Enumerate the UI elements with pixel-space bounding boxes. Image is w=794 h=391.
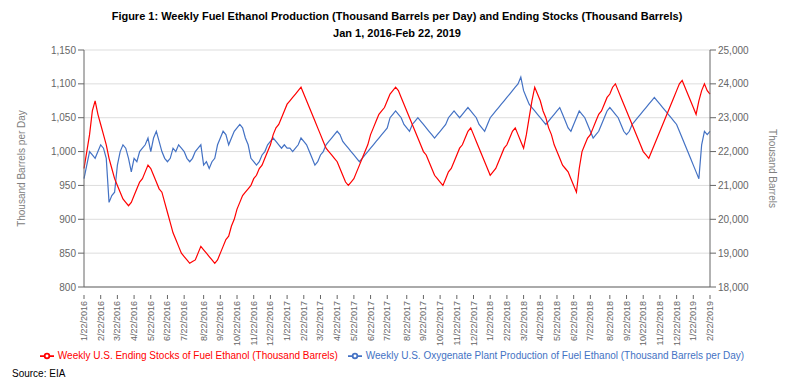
svg-text:5/22/2018: 5/22/2018: [552, 301, 562, 341]
svg-text:3/22/2018: 3/22/2018: [519, 301, 529, 341]
svg-text:2/22/2019: 2/22/2019: [705, 301, 715, 341]
svg-text:5/22/2016: 5/22/2016: [146, 301, 156, 341]
svg-text:1,050: 1,050: [51, 112, 76, 123]
svg-text:3/22/2017: 3/22/2017: [315, 301, 325, 341]
svg-text:9/22/2017: 9/22/2017: [418, 301, 428, 341]
svg-text:11/22/2018: 11/22/2018: [655, 301, 665, 345]
svg-text:7/22/2016: 7/22/2016: [179, 301, 189, 341]
svg-text:22,000: 22,000: [718, 146, 749, 157]
svg-text:11/22/2017: 11/22/2017: [452, 301, 462, 345]
svg-text:9/22/2016: 9/22/2016: [215, 301, 225, 341]
svg-text:6/22/2017: 6/22/2017: [366, 301, 376, 341]
svg-text:2/22/2018: 2/22/2018: [502, 301, 512, 341]
svg-text:2/22/2017: 2/22/2017: [299, 301, 309, 341]
svg-text:4/22/2017: 4/22/2017: [332, 301, 342, 341]
svg-text:6/22/2018: 6/22/2018: [569, 301, 579, 341]
svg-text:12/22/2017: 12/22/2017: [469, 301, 479, 346]
svg-text:24,000: 24,000: [718, 78, 749, 89]
svg-text:25,000: 25,000: [718, 45, 749, 56]
svg-text:20,000: 20,000: [718, 214, 749, 225]
svg-text:12/22/2018: 12/22/2018: [672, 301, 682, 346]
svg-text:10/22/2016: 10/22/2016: [232, 301, 242, 346]
svg-text:1,000: 1,000: [51, 146, 76, 157]
html-text:Source: EIA: Source: EIA: [12, 368, 66, 379]
svg-text:18,000: 18,000: [718, 282, 749, 293]
svg-text:3/22/2016: 3/22/2016: [112, 301, 122, 341]
svg-text:900: 900: [59, 214, 76, 225]
svg-text:8/22/2017: 8/22/2017: [402, 301, 412, 341]
svg-text:1/22/2017: 1/22/2017: [282, 301, 292, 341]
svg-text:11/22/2016: 11/22/2016: [249, 301, 259, 345]
svg-text:7/22/2017: 7/22/2017: [382, 301, 392, 341]
svg-text:10/22/2017: 10/22/2017: [435, 301, 445, 346]
html-text:Jan 1, 2016-Feb 22, 2019: Jan 1, 2016-Feb 22, 2019: [333, 27, 461, 39]
svg-text:1,100: 1,100: [51, 78, 76, 89]
svg-text:23,000: 23,000: [718, 112, 749, 123]
svg-text:6/22/2016: 6/22/2016: [162, 301, 172, 341]
svg-text:850: 850: [59, 248, 76, 259]
svg-text:8/22/2016: 8/22/2016: [199, 301, 209, 341]
svg-text:800: 800: [59, 282, 76, 293]
svg-text:1,150: 1,150: [51, 45, 76, 56]
svg-text:950: 950: [59, 180, 76, 191]
svg-text:4/22/2018: 4/22/2018: [535, 301, 545, 341]
html-text:Figure 1: Weekly Fuel Ethanol: Figure 1: Weekly Fuel Ethanol Production…: [111, 10, 683, 22]
svg-text:12/22/2016: 12/22/2016: [265, 301, 275, 346]
svg-text:10/22/2018: 10/22/2018: [638, 301, 648, 346]
svg-text:5/22/2017: 5/22/2017: [349, 301, 359, 341]
svg-text:1/22/2018: 1/22/2018: [485, 301, 495, 341]
svg-text:2/22/2016: 2/22/2016: [96, 301, 106, 341]
svg-text:Thousand Barrels per Day: Thousand Barrels per Day: [16, 110, 27, 227]
html-text:Weekly U.S. Ending Stocks of F: Weekly U.S. Ending Stocks of Fuel Ethano…: [57, 349, 338, 361]
svg-text:19,000: 19,000: [718, 248, 749, 259]
svg-text:9/22/2018: 9/22/2018: [622, 301, 632, 341]
html-text:Weekly U.S. Oxygenate Plant Pr: Weekly U.S. Oxygenate Plant Production o…: [365, 349, 745, 361]
svg-text:8/22/2018: 8/22/2018: [605, 301, 615, 341]
svg-text:1/22/2019: 1/22/2019: [688, 301, 698, 341]
svg-text:1/22/2016: 1/22/2016: [79, 301, 89, 341]
svg-text:4/22/2016: 4/22/2016: [129, 301, 139, 341]
svg-text:7/22/2018: 7/22/2018: [585, 301, 595, 341]
svg-text:21,000: 21,000: [718, 180, 749, 191]
svg-text:Thousand Barrels: Thousand Barrels: [767, 129, 778, 208]
